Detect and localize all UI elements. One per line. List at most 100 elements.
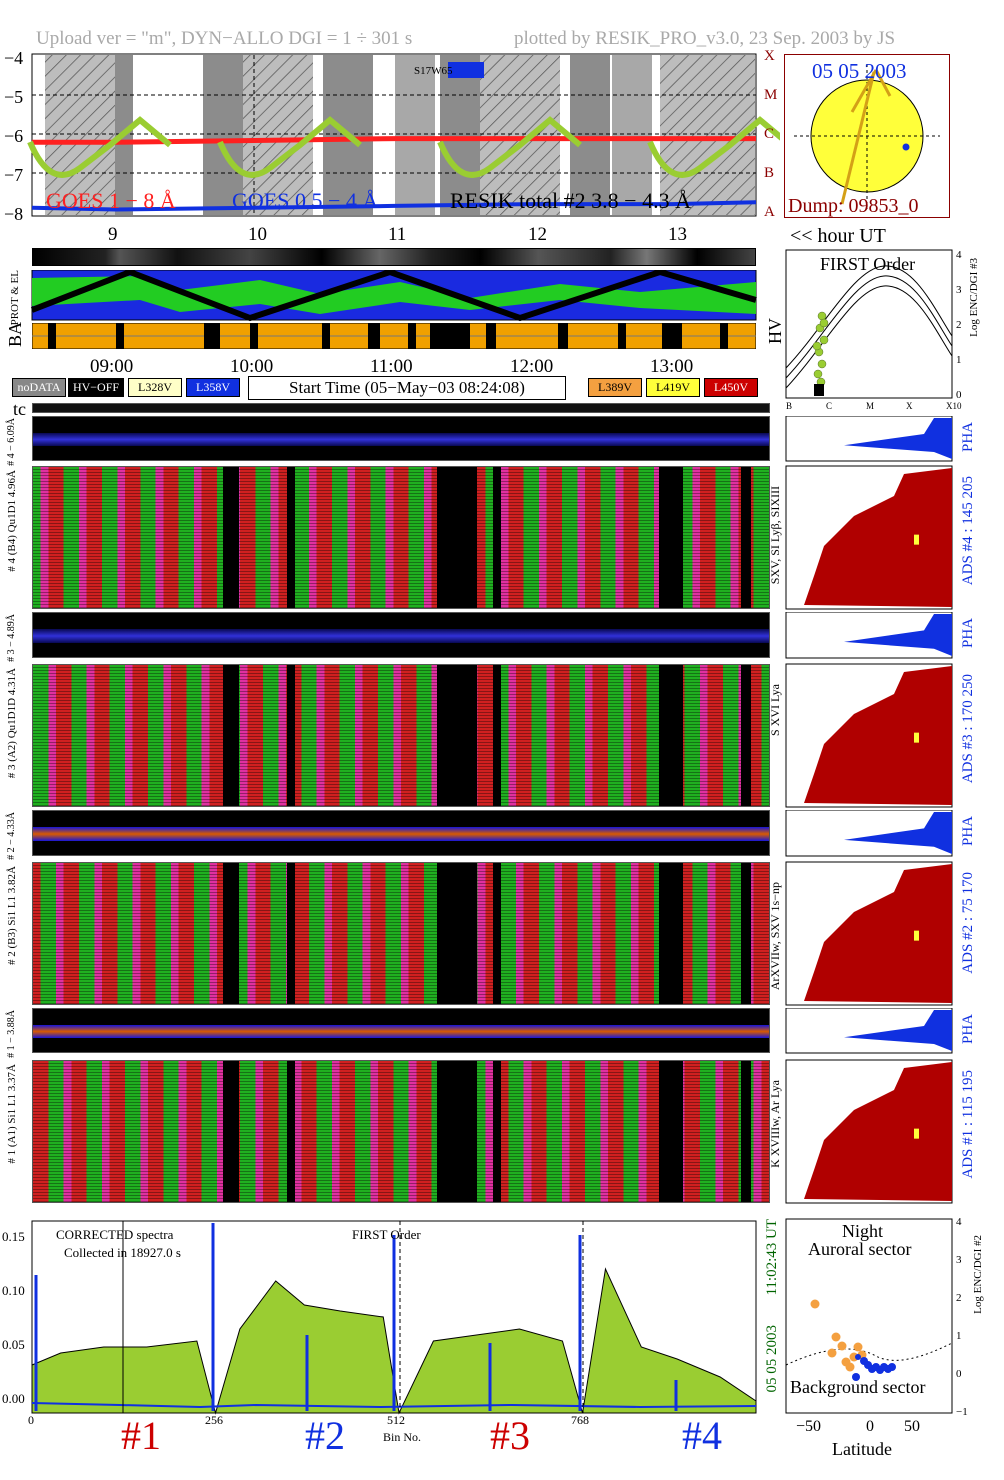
- goes-class-label: C: [764, 126, 774, 142]
- auroral-plot: Night Auroral sector Background sector 4…: [785, 1216, 968, 1459]
- spectrum-time: 11:02:43 UT: [764, 1219, 780, 1296]
- legend-l450: L450V: [704, 378, 758, 397]
- hour-ut-label: << hour UT: [790, 225, 886, 247]
- goes-y-tick: −5: [4, 87, 23, 107]
- hv-off-column: [741, 863, 751, 1004]
- legend-l419: L419V: [646, 378, 700, 397]
- pha-right-label: PHA: [960, 618, 976, 649]
- hv-off-column: [223, 863, 239, 1004]
- hv-off-column: [659, 863, 683, 1004]
- resik-trace: [647, 116, 792, 178]
- sun-dump: Dump: 09853_0: [788, 195, 919, 217]
- spectrum-panel: 0.15 0.10 0.05 0.00 CORRECTED spectra Colle…: [0, 1215, 790, 1425]
- prot-el-label: PROT & EL: [9, 270, 21, 326]
- ads-marker: [914, 732, 919, 743]
- pha-profile-fill: [844, 812, 952, 854]
- sun-panel: 05 05 2003 Dump: 09853_0: [784, 54, 950, 218]
- first-order-y-tick: 1: [956, 354, 962, 366]
- pha-profile-fill: [844, 418, 952, 459]
- first-order-x-tick: X: [906, 401, 913, 411]
- first-order-x-ticks: B C M X X10: [786, 401, 962, 411]
- first-order-y-tick: 3: [956, 284, 962, 296]
- hv-off-column: [287, 1061, 295, 1202]
- legend-goes05: GOES 0.5 − 4 Å: [232, 188, 378, 213]
- hv-off-column: [741, 665, 751, 806]
- time-tick: 09:00: [90, 356, 134, 377]
- auroral-y-tick: 4: [956, 1216, 962, 1228]
- resik-trace: [217, 116, 362, 178]
- tc-strip: [32, 403, 770, 413]
- spectrum-y-tick: 0.15: [2, 1229, 25, 1244]
- auroral-title1: Night: [842, 1221, 883, 1241]
- auroral-y-tick: −1: [956, 1406, 968, 1418]
- hv-off-column: [659, 665, 683, 806]
- spectrum-background-line: [31, 1402, 757, 1409]
- ba-strip: [31, 322, 757, 350]
- first-order-plot: FIRST Order 4 3 2 1 0 B C M X X10: [785, 249, 962, 411]
- goes-y-tick: −7: [4, 165, 23, 185]
- spectrum-date: 05 05 2003: [764, 1325, 780, 1393]
- hv-off-column: [493, 1061, 501, 1202]
- first-order-y-tick: 0: [956, 389, 962, 401]
- spectrum-x-tick: 768: [571, 1413, 589, 1427]
- auroral-xlabel: Latitude: [832, 1439, 892, 1459]
- spectrum-xlabel: Bin No.: [383, 1430, 422, 1444]
- spectrum-note1: CORRECTED spectra: [56, 1227, 174, 1242]
- hv-off-column: [287, 467, 295, 608]
- first-order-y-tick: 4: [956, 249, 962, 261]
- time-tick: 12:00: [510, 356, 554, 377]
- goes-y-tick: −4: [4, 50, 23, 68]
- first-order-y-tick: 2: [956, 319, 962, 331]
- ads-range-label: ADS #3 : 170 250: [960, 674, 976, 784]
- pha-band: [33, 1024, 769, 1039]
- ads-profile-fill: [804, 468, 952, 607]
- pha-right-label: PHA: [960, 1014, 976, 1045]
- ads-marker: [914, 930, 919, 941]
- hv-off-column: [287, 863, 295, 1004]
- sector-label: #1: [121, 1413, 161, 1458]
- spectrum-x-ticks: 0 256 512 768: [0, 1413, 790, 1431]
- legend-resik: RESIK total #2 3.8 − 4.3 Å: [450, 188, 691, 213]
- spectrum-x-tick: 0: [28, 1413, 34, 1427]
- ads-profile-fill: [804, 864, 952, 1003]
- spectrum-note2: Collected in 18927.0 s: [64, 1245, 181, 1260]
- hv-off-column: [741, 1061, 751, 1202]
- hv-label: HV: [765, 318, 785, 344]
- resik-trace: [437, 116, 582, 178]
- spectrum-y-tick: 0.00: [2, 1391, 25, 1406]
- spectrogram: [32, 466, 770, 609]
- sun-date: 05 05 2003: [812, 59, 907, 83]
- ads-profile-fill: [804, 1062, 952, 1201]
- pha-band: [33, 432, 769, 447]
- pha-profile: [785, 612, 953, 808]
- line-id-label: S XVI Lya: [768, 684, 782, 736]
- pha-profile-fill: [844, 1010, 952, 1051]
- first-order-x-tick: M: [866, 401, 874, 411]
- pha-profile: [785, 810, 953, 1006]
- spectrogram-channel-label: # 4 (B4) Qu1D1 4.96Å: [6, 470, 18, 572]
- pha-channel-label: # 1 − 3.88Å: [6, 1010, 17, 1058]
- spectrogram-channel-label: # 3 (A2) Qu1D1D 4.31Å: [6, 668, 18, 779]
- spectrogram-channel-label: # 1 (A1) Si1 L1 3.37Å: [6, 1064, 18, 1164]
- pha-strip: [32, 612, 770, 658]
- ads-profile-fill: [804, 666, 952, 805]
- prot-el-plot: [30, 268, 757, 322]
- sector-label: #3: [490, 1413, 530, 1458]
- hour-tick: 12: [528, 224, 547, 245]
- spectrum-y-tick: 0.05: [2, 1337, 25, 1352]
- spectrum-plot: 0.15 0.10 0.05 0.00 CORRECTED spectra Colle…: [2, 1220, 757, 1415]
- hv-off-column: [223, 1061, 239, 1202]
- pha-channel-label: # 2 − 4.33Å: [6, 812, 17, 860]
- line-id-label: K XVIIIw, Ar Lya: [768, 1080, 782, 1168]
- hv-off-column: [287, 665, 295, 806]
- hv-off-column: [493, 863, 501, 1004]
- hv-off-column: [437, 863, 477, 1004]
- hv-off-column: [659, 1061, 683, 1202]
- pha-strip: [32, 1008, 770, 1053]
- legend-goes1: GOES 1 − 8 Å: [46, 188, 176, 213]
- hv-off-column: [223, 467, 239, 608]
- auroral-x-tick: 0: [866, 1418, 874, 1435]
- time-ticks: 09:00 10:00 11:00 12:00 13:00: [0, 356, 780, 378]
- region-marker: [448, 62, 484, 78]
- sector-labels: #1 #2 #3 #4: [0, 1412, 790, 1472]
